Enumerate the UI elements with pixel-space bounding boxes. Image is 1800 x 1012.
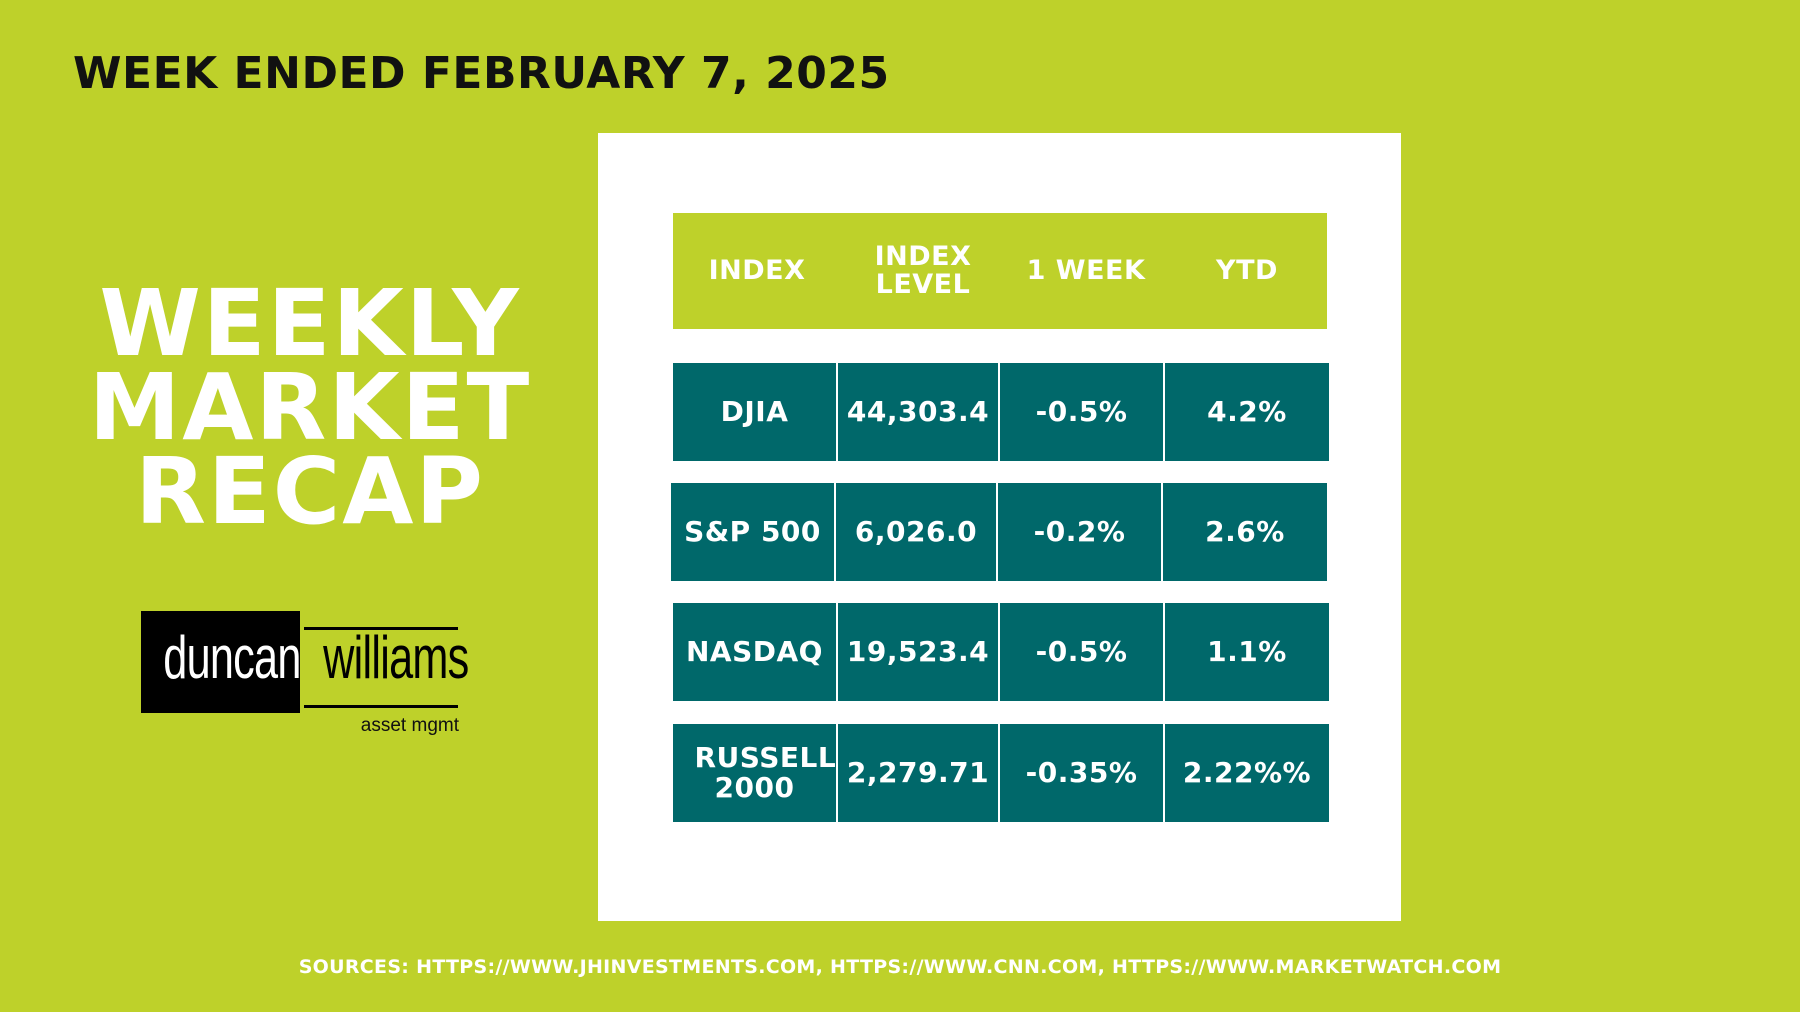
column-header-index-level: INDEX LEVEL: [841, 243, 1005, 299]
cell-index: DJIA: [673, 363, 836, 461]
cell-ytd: 4.2%: [1165, 363, 1329, 461]
cell-index: NASDAQ: [673, 603, 836, 701]
hero-title: WEEKLY MARKET RECAP: [60, 270, 560, 545]
cell-ytd: 2.22%%: [1165, 724, 1329, 822]
sources-footnote: SOURCES: HTTPS://WWW.JHINVESTMENTS.COM, …: [298, 956, 1502, 978]
logo-rule-top: [304, 627, 458, 630]
column-header-1-week: 1 WEEK: [1026, 255, 1146, 286]
table-header: INDEX INDEX LEVEL 1 WEEK YTD: [673, 213, 1327, 329]
cell-index: RUSSELL 2000: [673, 724, 836, 822]
column-header-index: INDEX: [708, 255, 806, 286]
cell-level: 6,026.0: [836, 483, 996, 581]
cell-1-week: -0.2%: [998, 483, 1161, 581]
column-header-index-level-text: INDEX LEVEL: [874, 241, 972, 300]
cell-level: 44,303.4: [838, 363, 998, 461]
logo-word-williams: williams: [323, 624, 469, 691]
page-title: WEEK ENDED FEBRUARY 7, 2025: [73, 48, 890, 99]
duncan-williams-logo: duncan williams asset mgmt: [141, 611, 469, 741]
table-row-russell-2000: RUSSELL 2000 2,279.71 -0.35% 2.22%%: [673, 724, 1329, 822]
logo-black-box: [141, 611, 300, 713]
hero-line-1: WEEKLY: [99, 270, 521, 377]
cell-1-week: -0.5%: [1000, 603, 1163, 701]
hero-line-2: MARKET: [88, 354, 532, 461]
cell-1-week: -0.35%: [1000, 724, 1163, 822]
cell-level: 19,523.4: [838, 603, 998, 701]
table-row-djia: DJIA 44,303.4 -0.5% 4.2%: [673, 363, 1329, 461]
cell-ytd: 2.6%: [1163, 483, 1327, 581]
logo-tagline: asset mgmt: [360, 715, 459, 736]
cell-1-week: -0.5%: [1000, 363, 1163, 461]
logo-rule-bottom: [304, 705, 458, 708]
cell-ytd: 1.1%: [1165, 603, 1329, 701]
hero-line-3: RECAP: [135, 438, 485, 545]
cell-index: S&P 500: [671, 483, 834, 581]
cell-index-text: RUSSELL 2000: [694, 741, 837, 804]
logo-word-duncan: duncan: [163, 624, 301, 691]
column-header-ytd: YTD: [1216, 255, 1278, 286]
table-row-nasdaq: NASDAQ 19,523.4 -0.5% 1.1%: [673, 603, 1329, 701]
cell-level: 2,279.71: [838, 724, 998, 822]
table-row-sp500: S&P 500 6,026.0 -0.2% 2.6%: [671, 483, 1327, 581]
market-table-panel: INDEX INDEX LEVEL 1 WEEK YTD DJIA 44,303…: [598, 133, 1401, 921]
